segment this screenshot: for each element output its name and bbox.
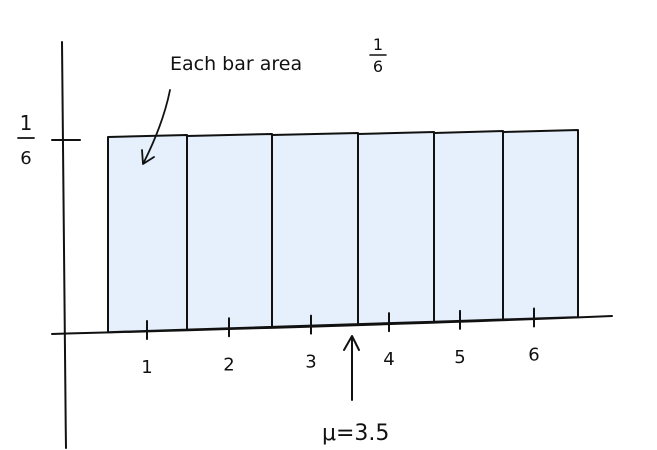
y-axis (61, 41, 67, 449)
bar-2 (186, 133, 273, 331)
x-tick-label-5: 5 (454, 347, 465, 368)
mean-arrowhead (343, 335, 360, 351)
bar-5 (433, 130, 504, 323)
bar-area-annotation: Each bar area 1 6 (141, 35, 387, 165)
bar-area-annotation-text: Each bar area (170, 53, 302, 75)
bar-area-arrow (143, 89, 171, 163)
x-ticks: 1 2 3 4 5 6 (141, 307, 540, 378)
y-tick: 1 6 (17, 111, 81, 169)
bar-1 (107, 134, 188, 334)
x-tick-label-1: 1 (141, 357, 152, 378)
y-tick-numerator: 1 (20, 111, 33, 135)
x-tick-label-4: 4 (383, 349, 394, 370)
y-tick-denominator: 6 (20, 148, 31, 169)
bar-3 (271, 132, 359, 328)
bar-area-arrowhead (141, 149, 155, 165)
bar-area-annotation-numerator: 1 (373, 35, 383, 54)
bar-area-annotation-denominator: 6 (373, 57, 383, 76)
x-tick-label-3: 3 (305, 352, 316, 373)
bar-4 (357, 131, 435, 326)
mean-annotation: μ=3.5 (322, 335, 389, 446)
x-tick-label-6: 6 (528, 345, 539, 366)
bar-6 (502, 129, 579, 321)
bars (107, 129, 579, 334)
x-tick-label-2: 2 (223, 354, 234, 375)
mean-annotation-label: μ=3.5 (322, 421, 389, 446)
